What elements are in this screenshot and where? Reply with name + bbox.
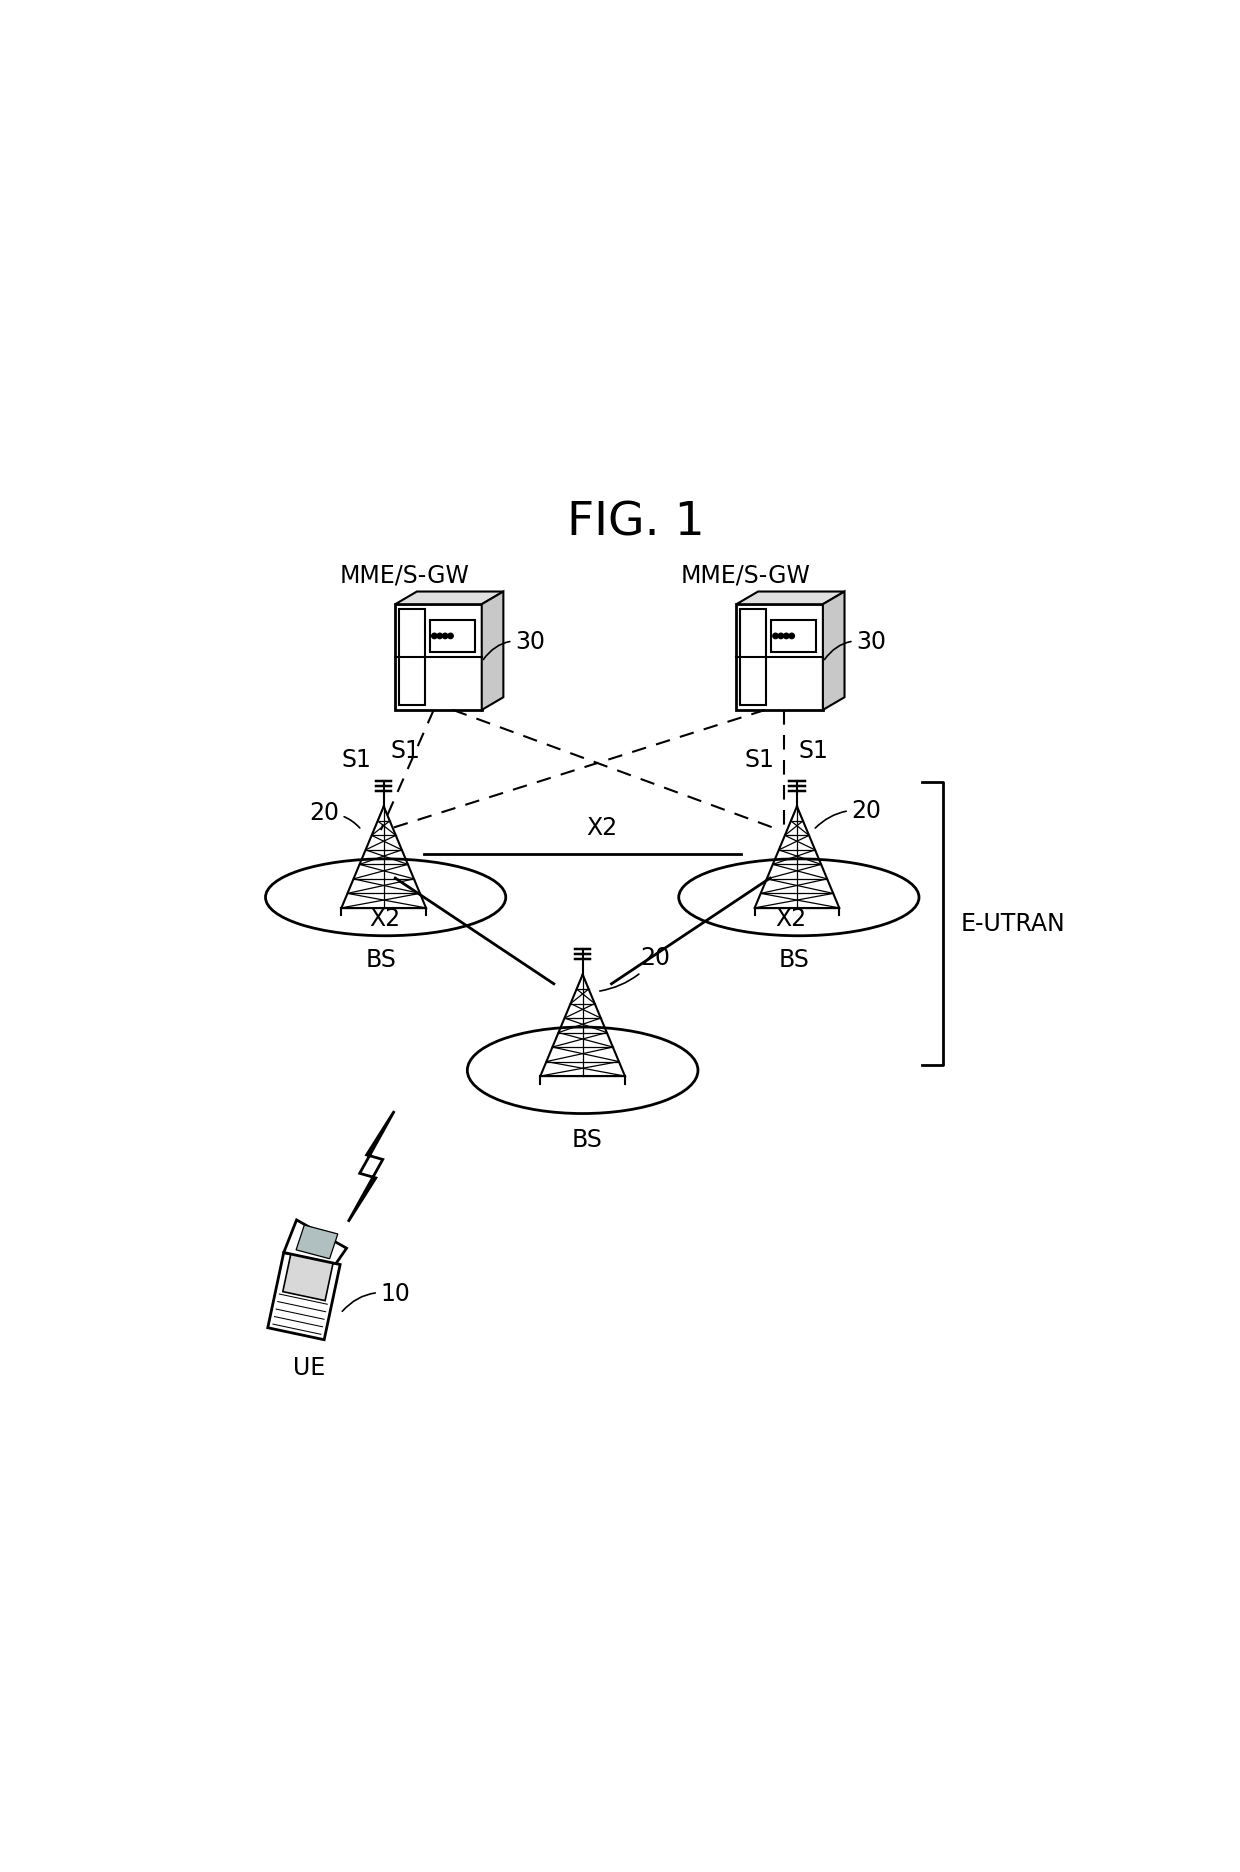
Text: 20: 20 [309, 801, 360, 827]
Bar [430, 620, 475, 651]
Polygon shape [823, 592, 844, 709]
Polygon shape [737, 592, 844, 605]
Text: S1: S1 [341, 749, 371, 773]
Text: 30: 30 [484, 631, 546, 659]
Circle shape [432, 633, 436, 638]
Polygon shape [268, 1252, 340, 1340]
Text: MME/S-GW: MME/S-GW [340, 563, 470, 588]
Circle shape [779, 633, 784, 638]
Text: MME/S-GW: MME/S-GW [681, 563, 811, 588]
Polygon shape [396, 592, 503, 605]
Polygon shape [481, 592, 503, 709]
Bar [399, 610, 424, 704]
Polygon shape [348, 1112, 394, 1222]
Text: E-UTRAN: E-UTRAN [960, 912, 1065, 936]
Bar [737, 605, 823, 709]
Text: 10: 10 [342, 1282, 410, 1310]
Polygon shape [296, 1224, 337, 1258]
Text: S1: S1 [745, 749, 775, 773]
Text: S1: S1 [799, 739, 828, 762]
Bar [396, 605, 481, 709]
Text: BS: BS [779, 949, 810, 972]
Text: X2: X2 [370, 906, 401, 930]
Text: 20: 20 [815, 799, 882, 827]
Text: X2: X2 [775, 906, 806, 930]
Circle shape [436, 633, 443, 638]
Circle shape [784, 633, 789, 638]
Circle shape [789, 633, 795, 638]
Text: 20: 20 [600, 945, 671, 990]
Circle shape [448, 633, 454, 638]
Bar [740, 610, 766, 704]
Polygon shape [283, 1250, 334, 1301]
Text: BS: BS [366, 949, 397, 972]
Text: BS: BS [572, 1129, 603, 1151]
Text: 30: 30 [825, 631, 887, 659]
Text: S1: S1 [391, 739, 420, 762]
Text: FIG. 1: FIG. 1 [567, 500, 704, 545]
Text: X2: X2 [587, 816, 618, 841]
Circle shape [443, 633, 448, 638]
Circle shape [773, 633, 779, 638]
Text: UE: UE [293, 1355, 325, 1380]
Bar [771, 620, 816, 651]
Polygon shape [284, 1221, 346, 1264]
